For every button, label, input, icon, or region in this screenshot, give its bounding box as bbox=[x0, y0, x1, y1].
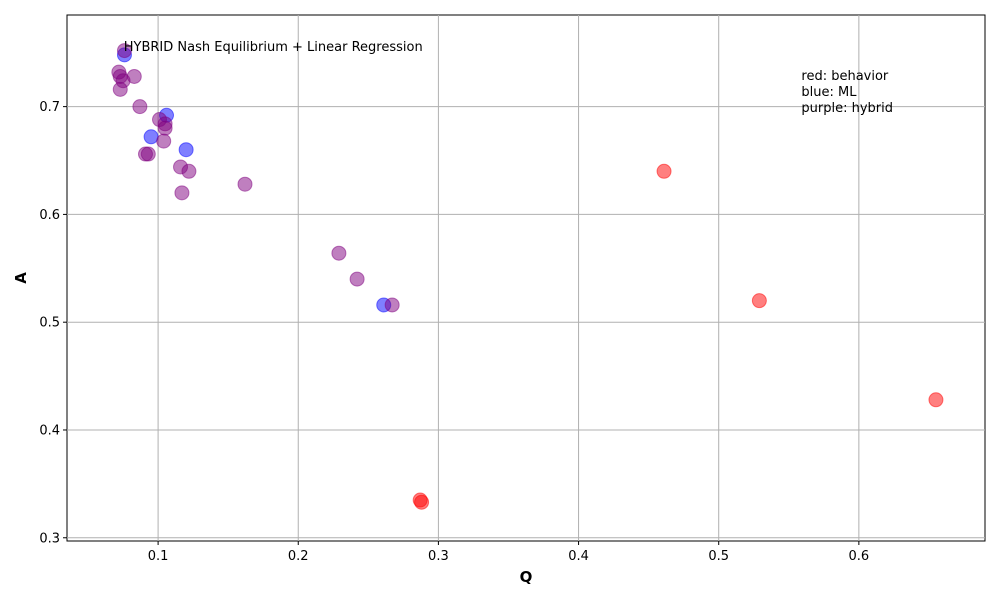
data-point bbox=[928, 392, 944, 408]
data-point bbox=[157, 120, 173, 136]
y-tick-label: 0.4 bbox=[39, 423, 60, 438]
legend-line: red: behavior bbox=[801, 69, 889, 84]
data-point bbox=[116, 43, 132, 59]
plot-area bbox=[66, 14, 986, 542]
chart-annotation: HYBRID Nash Equilibrium + Linear Regress… bbox=[124, 40, 423, 55]
y-tick-label: 0.7 bbox=[39, 100, 60, 115]
x-tick-label: 0.6 bbox=[849, 549, 870, 564]
data-point bbox=[143, 129, 159, 145]
legend-line: purple: hybrid bbox=[801, 101, 893, 116]
data-point bbox=[140, 146, 156, 162]
data-point bbox=[132, 99, 148, 115]
data-point bbox=[156, 133, 172, 149]
x-tick-label: 0.5 bbox=[708, 549, 729, 564]
data-point bbox=[656, 163, 672, 179]
x-tick-label: 0.3 bbox=[428, 549, 449, 564]
x-tick-label: 0.4 bbox=[568, 549, 589, 564]
data-point bbox=[331, 245, 347, 261]
data-point bbox=[178, 142, 194, 158]
data-point bbox=[751, 293, 767, 309]
legend-line: blue: ML bbox=[801, 85, 857, 100]
y-tick-label: 0.5 bbox=[39, 316, 60, 331]
y-tick-label: 0.3 bbox=[39, 531, 60, 546]
data-point bbox=[414, 494, 430, 510]
data-point bbox=[384, 297, 400, 313]
x-tick-label: 0.1 bbox=[148, 549, 169, 564]
data-points bbox=[111, 43, 944, 510]
data-point bbox=[237, 176, 253, 192]
data-point bbox=[181, 163, 197, 179]
x-axis-label: Q bbox=[520, 568, 533, 586]
axis-ticks: 0.1 0.2 0.3 0.4 0.5 0.6 0.3 0.4 0.5 0.6 0.7 bbox=[39, 100, 869, 564]
y-axis-label: A bbox=[12, 272, 30, 284]
x-tick-label: 0.2 bbox=[288, 549, 309, 564]
grid-lines bbox=[67, 15, 985, 541]
y-tick-label: 0.6 bbox=[39, 208, 60, 223]
data-point bbox=[112, 81, 128, 97]
data-point bbox=[349, 271, 365, 287]
data-point bbox=[174, 185, 190, 201]
